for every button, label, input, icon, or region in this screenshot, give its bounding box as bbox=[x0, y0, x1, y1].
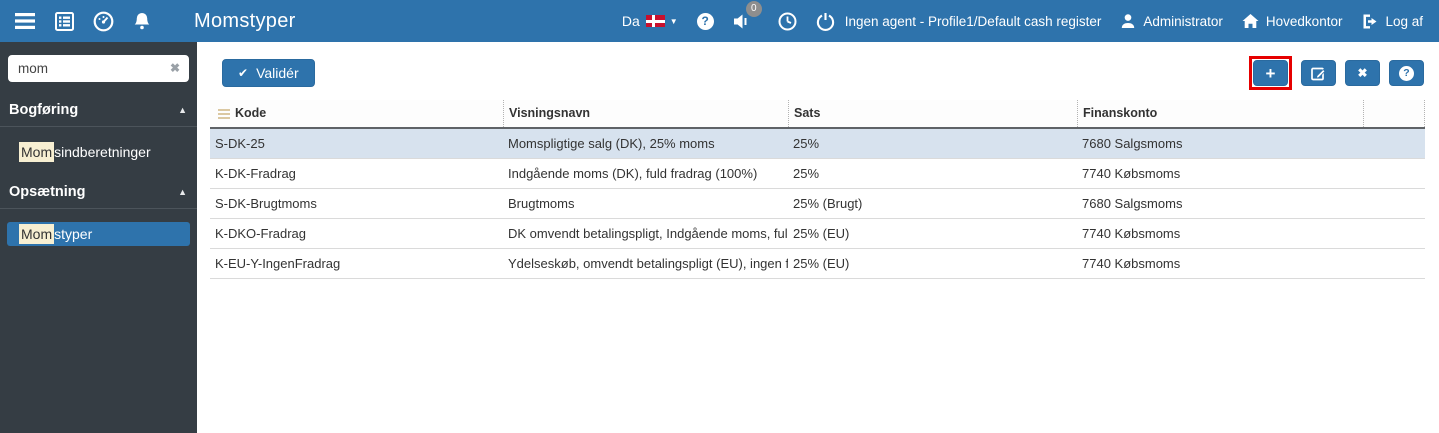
agent-label: Ingen agent - Profile1/Default cash regi… bbox=[844, 13, 1102, 29]
table-row[interactable]: K-DK-Fradrag Indgående moms (DK), fuld f… bbox=[210, 159, 1425, 189]
check-icon: ✔ bbox=[238, 66, 249, 80]
home-icon bbox=[1242, 13, 1259, 29]
journal-icon[interactable] bbox=[53, 10, 75, 32]
divider bbox=[0, 208, 197, 209]
cell-sats: 25% bbox=[793, 136, 820, 151]
edit-icon bbox=[1311, 66, 1326, 81]
clock-icon[interactable] bbox=[778, 12, 797, 31]
divider bbox=[0, 126, 197, 127]
cell-sats: 25% (EU) bbox=[793, 226, 850, 241]
cell-visningsnavn: Indgående moms (DK), fuld fradrag (100%) bbox=[508, 166, 758, 181]
search-match-highlight: Mom bbox=[19, 224, 55, 244]
language-label: Da bbox=[621, 13, 640, 29]
close-button[interactable]: ✖ bbox=[1345, 60, 1380, 86]
sidebar-section-bogfoering[interactable]: Bogføring ▲ bbox=[0, 99, 197, 121]
plus-icon: + bbox=[1265, 63, 1276, 83]
sidebar-item-momstyper[interactable]: Mom styper bbox=[7, 222, 190, 246]
group-sort-icon bbox=[218, 108, 230, 119]
cell-finanskonto: 7680 Salgsmoms bbox=[1082, 136, 1183, 151]
top-bar: Momstyper Da ▼ ? 0 Ingen agent - Profile… bbox=[0, 0, 1439, 42]
speaker-icon[interactable]: 0 bbox=[733, 0, 762, 29]
item-label-rest: sindberetninger bbox=[54, 144, 151, 160]
logout-icon bbox=[1361, 13, 1378, 30]
help-icon: ? bbox=[1399, 65, 1414, 81]
column-header-kode[interactable]: Kode bbox=[210, 100, 503, 127]
logout-label: Log af bbox=[1385, 13, 1423, 29]
main-content: ✔ Validér + ✖ ? bbox=[197, 42, 1439, 433]
cell-empty bbox=[1363, 219, 1425, 248]
toolbar: ✔ Validér + ✖ ? bbox=[197, 42, 1439, 100]
cell-sats: 25% bbox=[793, 166, 820, 181]
cell-visningsnavn: Brugtmoms bbox=[508, 196, 575, 211]
close-icon: ✖ bbox=[1357, 66, 1368, 80]
notification-badge: 0 bbox=[745, 0, 762, 17]
cell-empty bbox=[1363, 249, 1425, 278]
cell-kode: K-DK-Fradrag bbox=[215, 166, 296, 181]
cell-kode: K-EU-Y-IngenFradrag bbox=[215, 256, 341, 271]
bell-icon[interactable] bbox=[131, 10, 153, 32]
dashboard-gauge-icon[interactable] bbox=[92, 10, 114, 32]
cell-empty bbox=[1363, 189, 1425, 218]
logout-button[interactable]: Log af bbox=[1361, 13, 1423, 30]
cell-visningsnavn: Ydelseskøb, omvendt betalingspligt (EU),… bbox=[508, 256, 788, 271]
validate-label: Validér bbox=[256, 65, 299, 81]
page-title: Momstyper bbox=[194, 9, 296, 32]
column-header-empty[interactable] bbox=[1363, 100, 1425, 127]
search-input[interactable] bbox=[8, 55, 189, 82]
item-label-rest: styper bbox=[54, 226, 93, 242]
help-icon[interactable]: ? bbox=[696, 12, 714, 30]
caret-down-icon: ▼ bbox=[669, 16, 678, 26]
cell-sats: 25% (EU) bbox=[793, 256, 850, 271]
collapse-icon: ▲ bbox=[178, 187, 187, 197]
collapse-icon: ▲ bbox=[178, 105, 187, 115]
column-header-finanskonto[interactable]: Finanskonto bbox=[1077, 100, 1363, 127]
table-row[interactable]: K-DKO-Fradrag DK omvendt betalingspligt,… bbox=[210, 219, 1425, 249]
edit-button[interactable] bbox=[1301, 60, 1336, 86]
data-grid: Kode Visningsnavn Sats Finanskonto S-DK-… bbox=[210, 100, 1425, 279]
cell-visningsnavn: Momspligtige salg (DK), 25% moms bbox=[508, 136, 715, 151]
help-button[interactable]: ? bbox=[1389, 60, 1424, 86]
cell-finanskonto: 7740 Købsmoms bbox=[1082, 226, 1181, 241]
cell-finanskonto: 7740 Købsmoms bbox=[1082, 166, 1181, 181]
user-button[interactable]: Administrator bbox=[1120, 13, 1223, 29]
cell-finanskonto: 7740 Købsmoms bbox=[1082, 256, 1181, 271]
sidebar-section-opsaetning[interactable]: Opsætning ▲ bbox=[0, 181, 197, 203]
cell-visningsnavn: DK omvendt betalingspligt, Indgående mom… bbox=[508, 226, 788, 241]
section-label: Bogføring bbox=[9, 102, 79, 118]
cell-empty bbox=[1363, 129, 1425, 158]
table-row[interactable]: K-EU-Y-IngenFradrag Ydelseskøb, omvendt … bbox=[210, 249, 1425, 279]
cell-kode: S-DK-Brugtmoms bbox=[215, 196, 317, 211]
cell-empty bbox=[1363, 159, 1425, 188]
cell-kode: S-DK-25 bbox=[215, 136, 265, 151]
company-label: Hovedkontor bbox=[1265, 13, 1343, 29]
column-header-visningsnavn[interactable]: Visningsnavn bbox=[503, 100, 788, 127]
company-button[interactable]: Hovedkontor bbox=[1242, 13, 1343, 29]
add-button[interactable]: + bbox=[1253, 60, 1288, 86]
section-label: Opsætning bbox=[9, 184, 86, 200]
menu-icon[interactable] bbox=[14, 10, 36, 32]
power-icon[interactable] bbox=[816, 12, 835, 31]
language-selector[interactable]: Da ▼ bbox=[622, 13, 678, 29]
column-header-sats[interactable]: Sats bbox=[788, 100, 1077, 127]
user-icon bbox=[1120, 13, 1136, 29]
grid-header-row: Kode Visningsnavn Sats Finanskonto bbox=[210, 100, 1425, 129]
cell-sats: 25% (Brugt) bbox=[793, 196, 863, 211]
sidebar-item-momsindberetninger[interactable]: Mom sindberetninger bbox=[7, 140, 190, 164]
user-label: Administrator bbox=[1143, 13, 1223, 29]
search-match-highlight: Mom bbox=[19, 142, 55, 162]
validate-button[interactable]: ✔ Validér bbox=[222, 59, 315, 87]
cell-kode: K-DKO-Fradrag bbox=[215, 226, 307, 241]
clear-search-icon[interactable]: ✖ bbox=[169, 61, 180, 75]
table-row[interactable]: S-DK-25 Momspligtige salg (DK), 25% moms… bbox=[210, 129, 1425, 159]
red-highlight-box: + bbox=[1249, 56, 1292, 90]
danish-flag-icon bbox=[645, 15, 665, 27]
table-row[interactable]: S-DK-Brugtmoms Brugtmoms 25% (Brugt) 768… bbox=[210, 189, 1425, 219]
cell-finanskonto: 7680 Salgsmoms bbox=[1082, 196, 1183, 211]
